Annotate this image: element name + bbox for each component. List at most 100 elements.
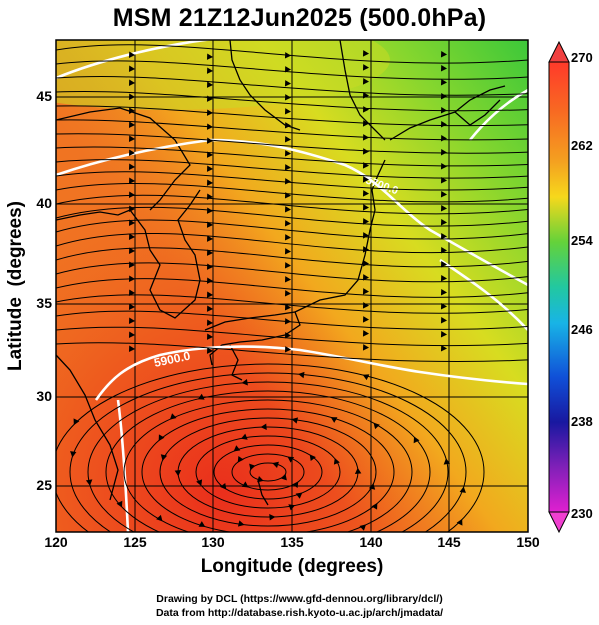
wind-arrow	[284, 52, 292, 59]
wind-arrow	[206, 109, 214, 116]
x-tick-label: 120	[44, 534, 68, 550]
wind-arrow	[362, 260, 370, 267]
wind-arrow	[362, 288, 370, 295]
streamline	[56, 342, 528, 362]
streamline	[56, 233, 528, 254]
gyre-streamline	[141, 408, 395, 532]
wind-arrow	[241, 378, 248, 386]
wind-arrow	[284, 262, 292, 269]
wind-arrow	[368, 483, 376, 490]
gyre-streamline	[56, 363, 485, 532]
wind-arrow	[440, 345, 448, 352]
wind-arrow	[206, 179, 214, 186]
wind-arrow	[288, 504, 296, 511]
wind-arrow	[362, 374, 370, 381]
y-tick-label: 25	[36, 477, 52, 493]
wind-arrow	[440, 317, 448, 324]
colorbar-label: 270	[571, 50, 593, 65]
wind-arrow	[371, 502, 378, 510]
wind-arrow	[156, 514, 163, 522]
wind-arrow	[440, 191, 448, 198]
streamline	[56, 294, 528, 314]
wind-arrow	[128, 93, 136, 101]
streamline	[56, 183, 528, 203]
wind-arrow	[128, 233, 136, 241]
wind-arrow	[440, 331, 448, 338]
wind-arrow	[128, 79, 136, 87]
wind-arrow	[440, 275, 448, 282]
wind-arrow	[241, 481, 249, 488]
wind-arrow	[206, 235, 214, 242]
wind-arrow	[284, 290, 292, 297]
wind-arrow	[443, 458, 451, 465]
wind-arrow	[128, 345, 136, 353]
wind-arrow	[284, 136, 292, 143]
wind-arrow	[128, 289, 136, 297]
wind-arrow	[128, 247, 136, 255]
wind-arrow	[359, 524, 367, 531]
gyre-streamline	[159, 417, 377, 527]
colorbar-label: 230	[571, 506, 593, 521]
streamline	[56, 262, 528, 283]
wind-arrow	[440, 79, 448, 86]
wind-arrow	[85, 479, 93, 486]
wind-arrow	[284, 220, 292, 227]
gyre-streamline	[195, 435, 341, 509]
wind-arrow	[158, 434, 165, 442]
wind-arrow	[260, 423, 267, 431]
x-axis-label: Longitude (degrees)	[200, 556, 384, 577]
x-tick-label: 150	[516, 534, 540, 550]
wind-arrow	[362, 316, 370, 323]
wind-arrow	[298, 371, 305, 379]
wind-arrow	[128, 163, 136, 171]
wind-arrow	[174, 470, 182, 477]
wind-arrow	[440, 149, 448, 156]
wind-arrow	[440, 247, 448, 254]
wind-arrow	[332, 545, 337, 549]
colorbar-scale	[548, 61, 570, 513]
wind-arrow	[237, 456, 244, 463]
wind-arrow	[284, 122, 292, 129]
wind-arrow	[309, 454, 316, 462]
streamline	[56, 326, 528, 347]
wind-arrow	[284, 304, 292, 311]
wind-arrow	[440, 107, 448, 114]
wind-arrow	[128, 303, 136, 311]
wind-arrow	[287, 456, 295, 463]
streamline	[56, 90, 528, 112]
wind-arrow	[128, 107, 136, 115]
wind-arrow	[206, 67, 214, 74]
wind-arrow	[440, 93, 448, 100]
streamline	[56, 219, 528, 240]
wind-arrow	[206, 333, 214, 340]
wind-arrow	[196, 479, 203, 486]
wind-arrow	[330, 417, 338, 423]
wind-arrow	[362, 218, 370, 225]
streamline	[56, 310, 528, 330]
wind-arrow	[440, 163, 448, 170]
wind-arrow	[362, 344, 370, 351]
plot-frame	[55, 39, 529, 533]
streamline	[56, 171, 528, 191]
wind-streamlines	[56, 44, 528, 549]
wind-arrow	[128, 51, 136, 59]
wind-arrow	[237, 520, 245, 527]
gyre-streamline	[123, 399, 413, 532]
wind-arrow	[362, 92, 370, 99]
wind-arrow	[440, 261, 448, 268]
wind-arrow	[128, 65, 136, 73]
colorbar-min-arrow	[548, 511, 570, 534]
wind-arrow	[284, 276, 292, 283]
streamline	[56, 159, 528, 179]
wind-arrow	[206, 81, 214, 88]
streamline	[56, 278, 528, 298]
credits: Drawing by DCL (https://www.gfd-dennou.o…	[0, 592, 599, 620]
colorbar-label: 262	[571, 138, 593, 153]
wind-arrow	[280, 473, 287, 481]
streamline	[56, 119, 528, 141]
wind-arrow	[128, 135, 136, 143]
wind-arrow	[362, 190, 370, 197]
streamline	[56, 247, 528, 268]
wind-arrow	[73, 418, 80, 426]
gyre-streamline	[249, 462, 287, 482]
